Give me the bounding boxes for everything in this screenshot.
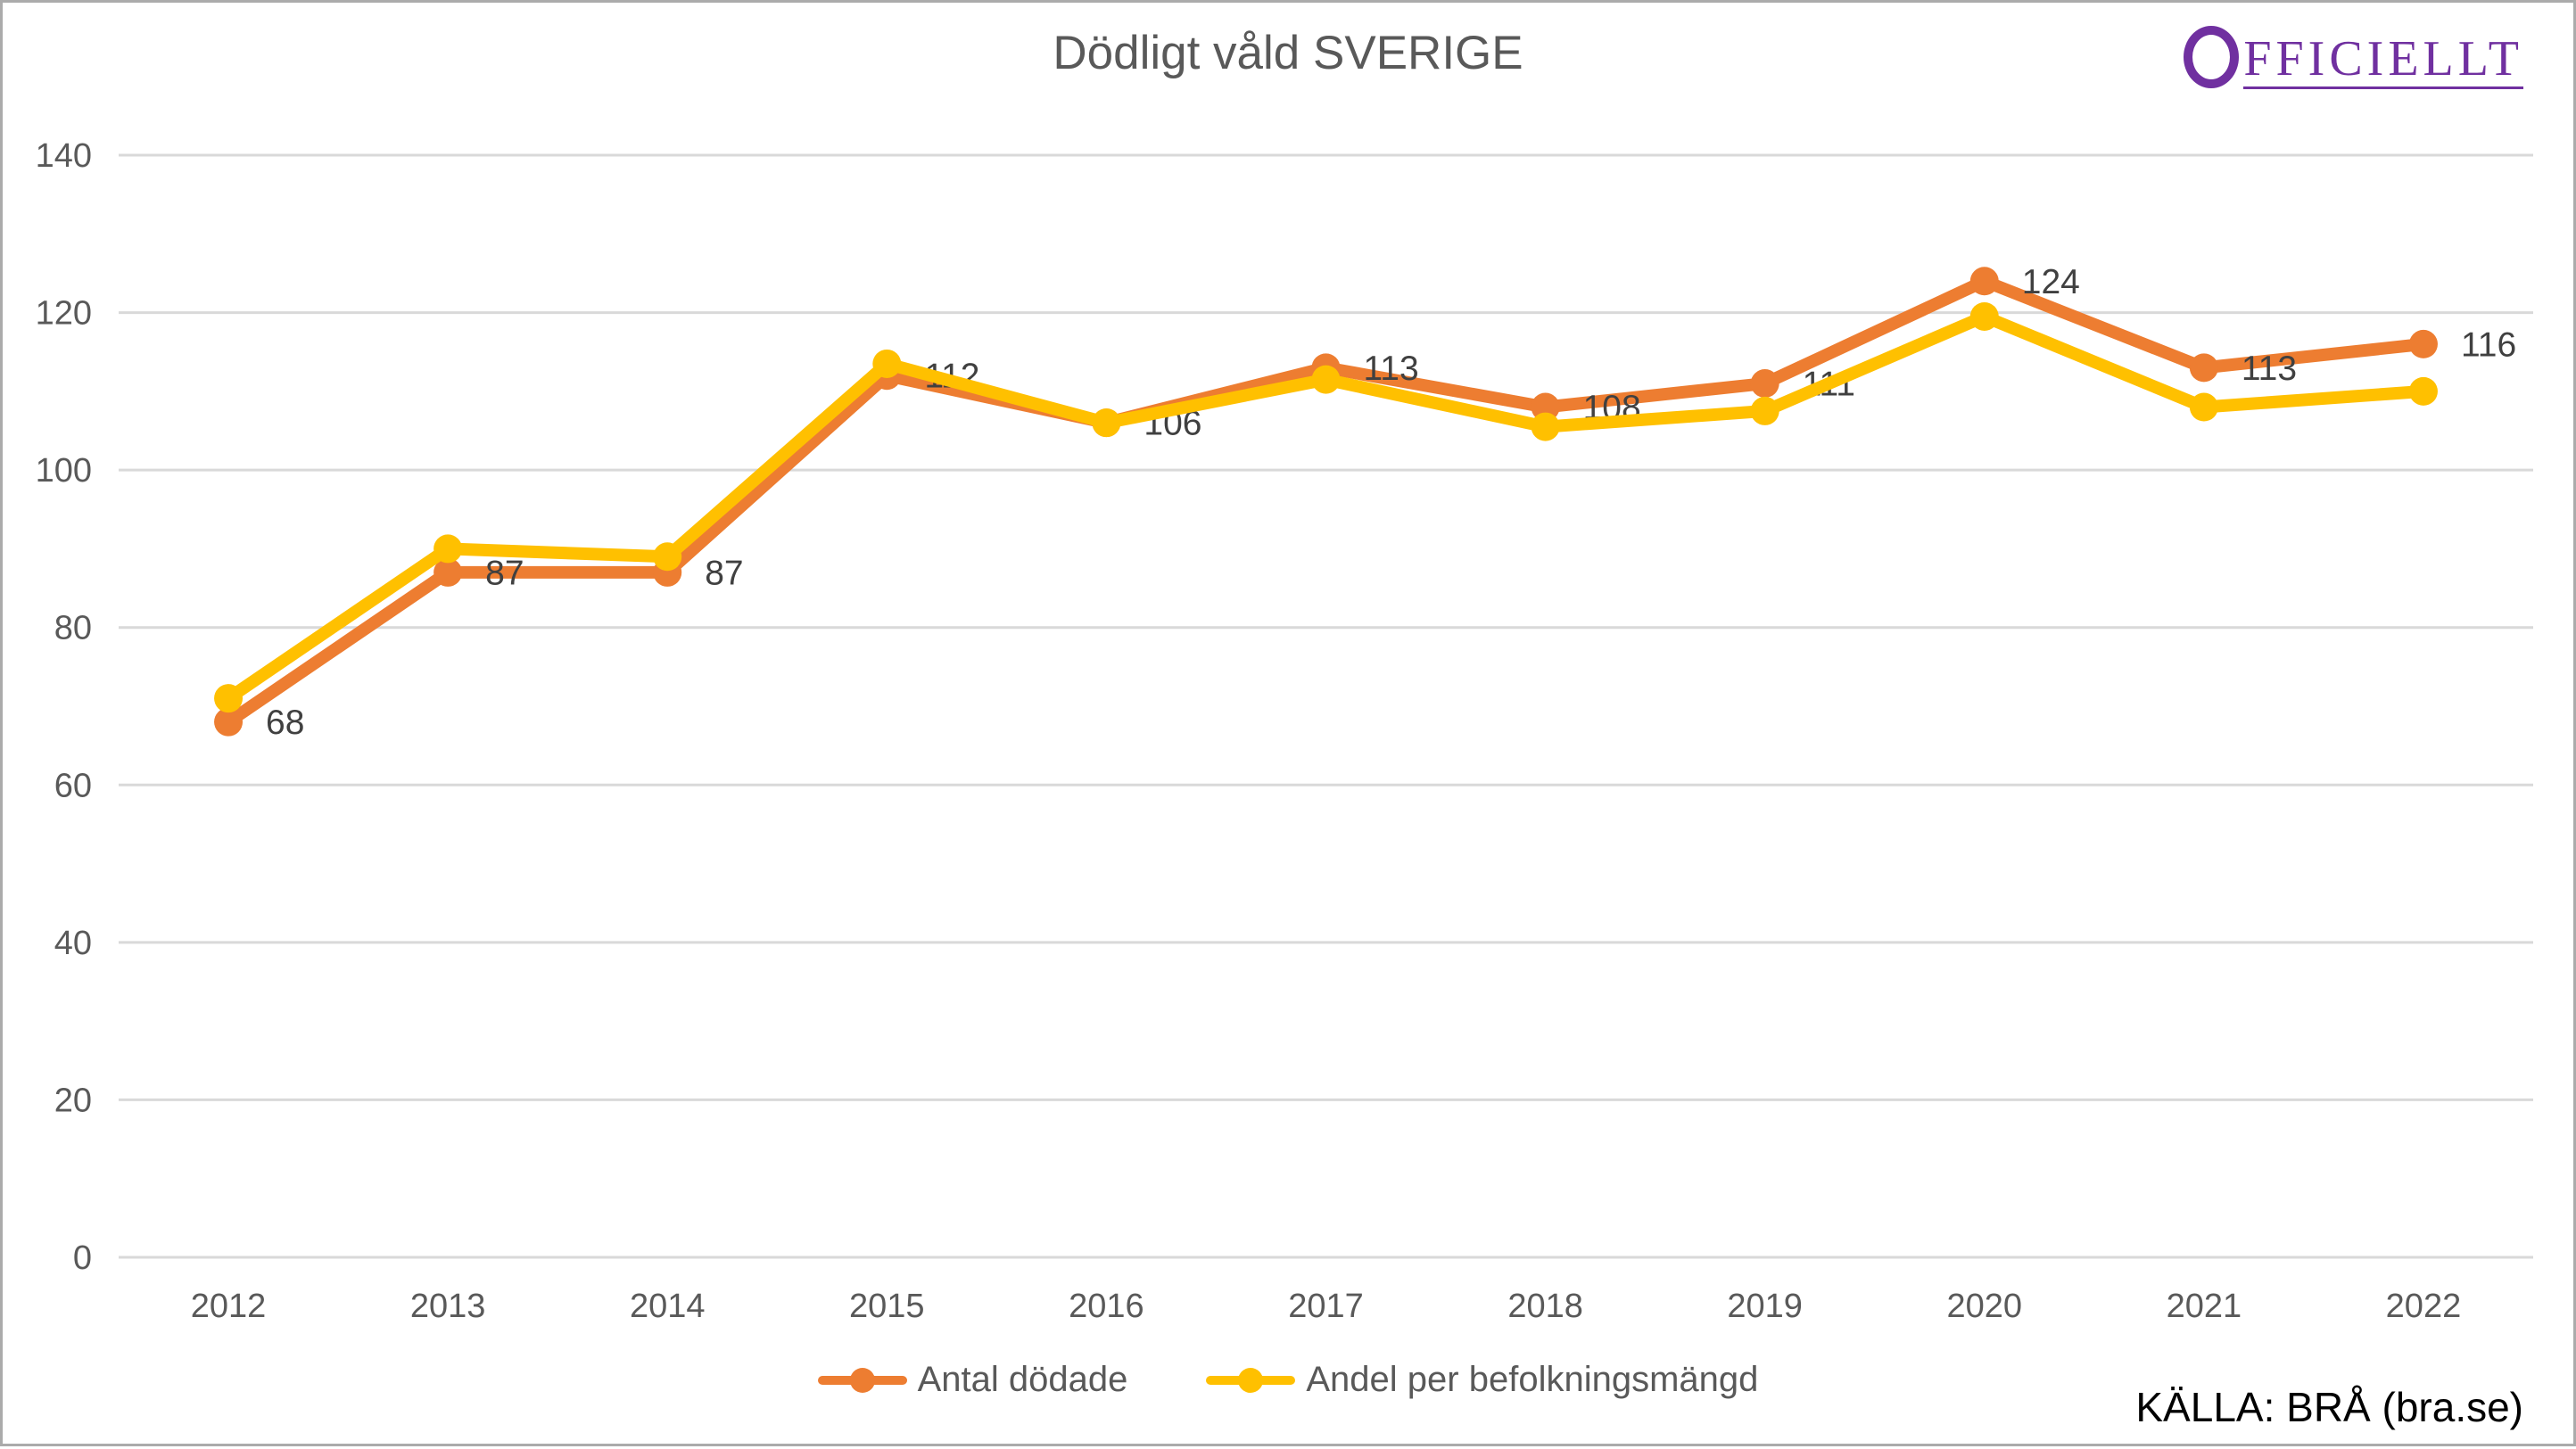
chart-legend: Antal dödade Andel per befolkningsmängd	[3, 1360, 2573, 1400]
svg-text:2020: 2020	[1946, 1288, 2022, 1325]
svg-text:60: 60	[54, 767, 92, 804]
svg-text:87: 87	[705, 554, 743, 592]
svg-text:80: 80	[54, 610, 92, 647]
legend-line-marker-icon	[1206, 1366, 1296, 1395]
legend-label: Antal dödade	[917, 1360, 1128, 1399]
source-caption: KÄLLA: BRÅ (bra.se)	[2135, 1384, 2523, 1430]
svg-text:2018: 2018	[1507, 1288, 1583, 1325]
svg-text:87: 87	[485, 554, 524, 592]
line-chart-plot-area: 0 20 40 60 80 100 120 140 2012 2013 2014 2015 2016 20…	[36, 137, 2533, 1325]
svg-text:2012: 2012	[191, 1288, 267, 1325]
svg-text:140: 140	[36, 137, 92, 175]
svg-text:116: 116	[2461, 325, 2516, 364]
svg-text:120: 120	[36, 295, 92, 333]
svg-text:40: 40	[54, 925, 92, 962]
svg-text:124: 124	[2022, 263, 2080, 301]
logo-circle-o-icon	[2184, 26, 2240, 88]
officiellt-logo: FFICIELLT	[2184, 26, 2523, 89]
svg-text:20: 20	[54, 1082, 92, 1119]
svg-text:0: 0	[73, 1239, 92, 1277]
svg-text:2014: 2014	[630, 1288, 706, 1325]
chart-title: Dödligt våld SVERIGE	[1053, 27, 1523, 79]
svg-text:2016: 2016	[1069, 1288, 1144, 1325]
legend-line-marker-icon	[817, 1366, 907, 1395]
svg-text:113: 113	[1364, 350, 1419, 388]
svg-text:2022: 2022	[2386, 1288, 2462, 1325]
legend-label: Andel per befolkningsmängd	[1306, 1360, 1759, 1399]
svg-text:68: 68	[266, 704, 304, 742]
svg-text:2019: 2019	[1727, 1288, 1803, 1325]
svg-text:2017: 2017	[1288, 1288, 1364, 1325]
svg-text:113: 113	[2242, 350, 2297, 388]
svg-text:100: 100	[36, 452, 92, 490]
svg-text:2015: 2015	[849, 1288, 925, 1325]
svg-text:2013: 2013	[410, 1288, 486, 1325]
logo-text: FFICIELLT	[2243, 34, 2523, 89]
legend-item-antal-dodade: Antal dödade	[817, 1360, 1128, 1400]
legend-item-andel-per-befolkningsmangd: Andel per befolkningsmängd	[1206, 1360, 1758, 1400]
svg-text:2021: 2021	[2167, 1288, 2242, 1325]
